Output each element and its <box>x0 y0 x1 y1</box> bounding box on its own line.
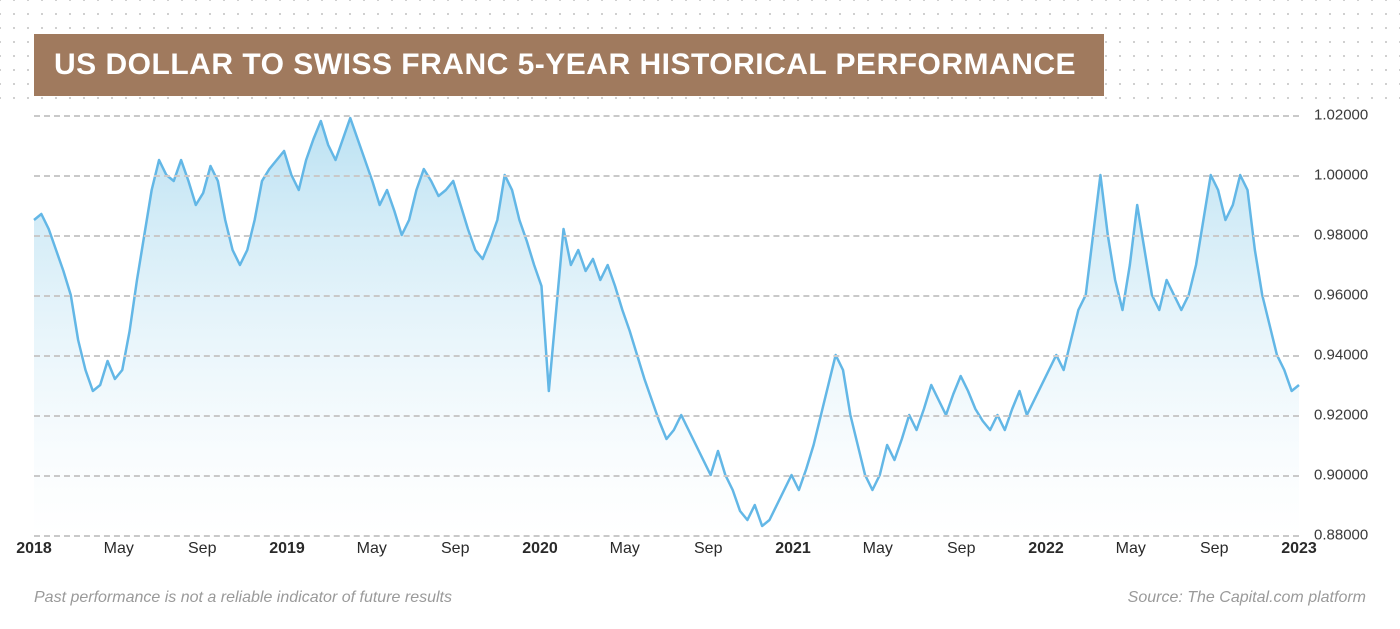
gridline <box>34 415 1299 417</box>
title-bar: US DOLLAR TO SWISS FRANC 5-YEAR HISTORIC… <box>34 34 1104 96</box>
gridline <box>34 475 1299 477</box>
chart-area: 0.880000.900000.920000.940000.960000.980… <box>34 115 1299 535</box>
x-tick-label: 2022 <box>1028 540 1064 558</box>
x-tick-label: May <box>357 540 387 558</box>
x-tick-label: May <box>104 540 134 558</box>
gridline <box>34 115 1299 117</box>
y-tick-label: 0.98000 <box>1314 227 1368 244</box>
y-tick-label: 0.92000 <box>1314 407 1368 424</box>
x-tick-label: 2018 <box>16 540 52 558</box>
x-tick-label: May <box>1116 540 1146 558</box>
gridline <box>34 175 1299 177</box>
x-tick-label: Sep <box>188 540 216 558</box>
y-tick-label: 0.94000 <box>1314 347 1368 364</box>
x-tick-label: 2019 <box>269 540 305 558</box>
x-tick-label: Sep <box>947 540 975 558</box>
plot-region: 0.880000.900000.920000.940000.960000.980… <box>34 115 1299 535</box>
y-tick-label: 0.90000 <box>1314 467 1368 484</box>
x-tick-label: 2021 <box>775 540 811 558</box>
gridline <box>34 235 1299 237</box>
area-chart-svg <box>34 115 1299 535</box>
source-text: Source: The Capital.com platform <box>1128 589 1366 607</box>
x-axis: 2018MaySep2019MaySep2020MaySep2021MaySep… <box>34 540 1299 580</box>
x-tick-label: Sep <box>441 540 469 558</box>
x-tick-label: Sep <box>1200 540 1228 558</box>
area-fill-path <box>34 118 1299 535</box>
x-tick-label: Sep <box>694 540 722 558</box>
disclaimer-text: Past performance is not a reliable indic… <box>34 589 452 607</box>
gridline <box>34 535 1299 537</box>
y-tick-label: 0.96000 <box>1314 287 1368 304</box>
x-tick-label: 2020 <box>522 540 558 558</box>
x-tick-label: May <box>863 540 893 558</box>
y-tick-label: 1.00000 <box>1314 167 1368 184</box>
y-tick-label: 0.88000 <box>1314 527 1368 544</box>
gridline <box>34 295 1299 297</box>
x-tick-label: May <box>610 540 640 558</box>
chart-title: US DOLLAR TO SWISS FRANC 5-YEAR HISTORIC… <box>54 48 1076 82</box>
gridline <box>34 355 1299 357</box>
x-tick-label: 2023 <box>1281 540 1317 558</box>
y-tick-label: 1.02000 <box>1314 107 1368 124</box>
chart-footer: Past performance is not a reliable indic… <box>34 589 1366 607</box>
